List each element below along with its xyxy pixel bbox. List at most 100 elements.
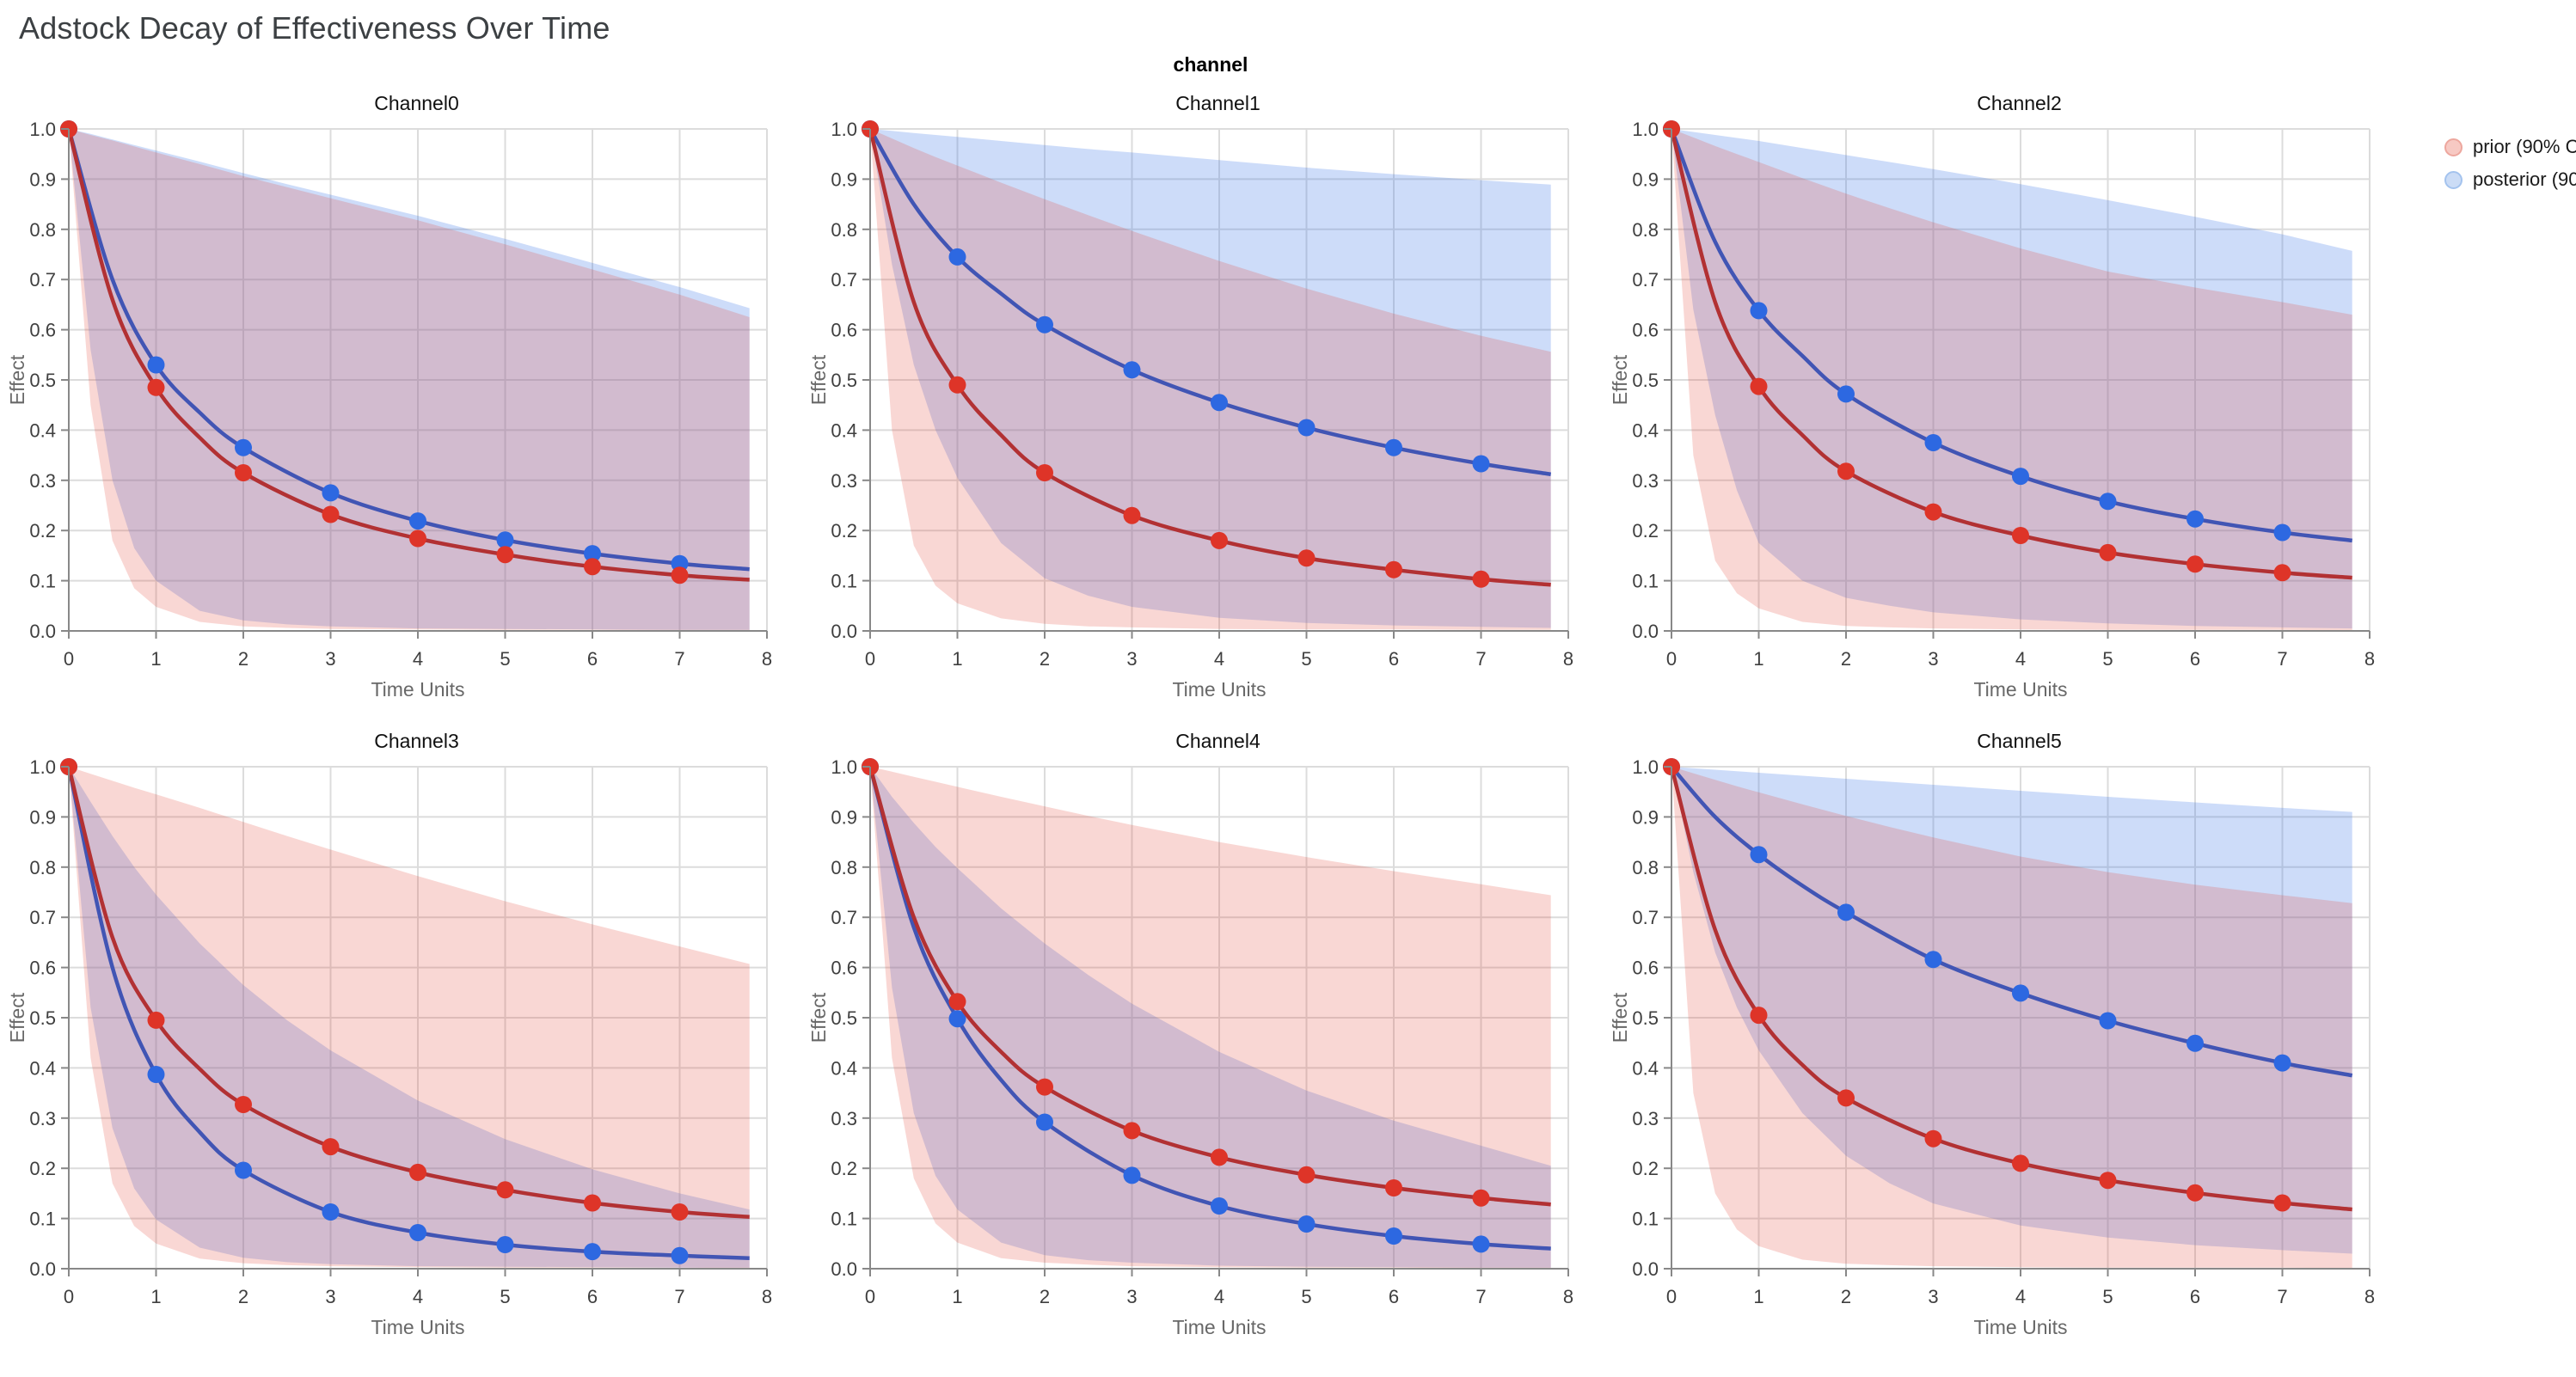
svg-text:Effect: Effect [1609,354,1631,405]
svg-text:4: 4 [1214,1286,1224,1307]
svg-text:0.7: 0.7 [831,269,857,291]
svg-text:0.0: 0.0 [831,621,857,642]
subplot-title: Channel2 [1977,92,2062,114]
svg-text:7: 7 [2277,648,2287,670]
svg-text:0.2: 0.2 [29,520,56,542]
svg-text:5: 5 [2102,648,2113,670]
svg-text:6: 6 [587,648,598,670]
svg-text:5: 5 [1301,648,1311,670]
svg-text:4: 4 [2015,1286,2026,1307]
svg-text:0.1: 0.1 [29,571,56,592]
svg-text:6: 6 [587,1286,598,1307]
svg-text:1: 1 [1753,648,1763,670]
svg-text:0.8: 0.8 [1632,857,1659,878]
svg-text:5: 5 [500,1286,510,1307]
svg-text:6: 6 [2190,648,2200,670]
svg-text:5: 5 [2102,1286,2113,1307]
svg-text:2: 2 [1040,648,1050,670]
legend-label-posterior: posterior (90% CI) [2473,168,2576,190]
svg-text:8: 8 [1563,1286,1573,1307]
svg-text:0.6: 0.6 [831,958,857,979]
legend: prior (90% CI) posterior (90% CI) [2444,136,2576,191]
svg-text:0.5: 0.5 [1632,370,1659,391]
svg-text:0.3: 0.3 [1632,470,1659,492]
svg-text:0.7: 0.7 [29,907,56,928]
svg-text:0.2: 0.2 [1632,520,1659,542]
svg-text:7: 7 [1475,648,1486,670]
svg-text:3: 3 [325,648,335,670]
plot-canvas-channel1: 0 1 2 3 4 5 6 7 8 0.0 0.1 0.2 0.3 0.4 0.5 0.6 0.7 0.8 0.9 1… [807,119,1573,701]
svg-text:0.9: 0.9 [1632,168,1659,190]
svg-text:2: 2 [238,648,248,670]
svg-text:5: 5 [500,648,510,670]
svg-text:0: 0 [1666,648,1677,670]
subplot-channel5: Channel5 0 1 2 3 4 5 6 7 8 0.0 0.1 0.2 0.3 0.4 0.5 0.6 0… [1609,725,2413,1341]
subplot-channel2: Channel2 0 1 2 3 4 5 6 7 8 0.0 0.1 0.2 0.3 0.4 0.5 0.6 0… [1609,88,2413,703]
subplot-title: Channel0 [374,92,459,114]
svg-text:0: 0 [64,1286,74,1307]
svg-text:0.5: 0.5 [1632,1007,1659,1029]
svg-text:0.9: 0.9 [831,168,857,190]
subplot-title: Channel1 [1175,92,1260,114]
svg-text:0: 0 [865,1286,875,1307]
svg-text:0.3: 0.3 [1632,1108,1659,1129]
svg-text:0.0: 0.0 [29,621,56,642]
svg-text:3: 3 [1928,648,1938,670]
svg-text:6: 6 [1389,648,1399,670]
svg-text:0.5: 0.5 [831,1007,857,1029]
svg-text:0.8: 0.8 [831,857,857,878]
subplot-channel1: Channel1 0 1 2 3 4 5 6 7 8 0.0 0.1 0.2 0.3 0.4 0.5 0.6 0… [807,88,1611,703]
svg-text:8: 8 [762,648,772,670]
svg-text:0.5: 0.5 [29,1007,56,1029]
svg-text:4: 4 [413,1286,423,1307]
svg-text:3: 3 [1928,1286,1938,1307]
svg-text:Effect: Effect [6,354,28,405]
page-title: Adstock Decay of Effectiveness Over Time [19,10,610,46]
svg-text:0.3: 0.3 [831,1108,857,1129]
svg-text:0.1: 0.1 [1632,571,1659,592]
svg-text:0.4: 0.4 [831,1057,857,1079]
svg-text:0.9: 0.9 [29,168,56,190]
svg-text:0.2: 0.2 [831,1158,857,1179]
svg-text:1.0: 1.0 [1632,756,1659,778]
subplot-channel3: Channel3 0 1 2 3 4 5 6 7 8 0.0 0.1 0.2 0.3 0.4 0.5 0.6 0… [6,725,810,1341]
svg-text:1.0: 1.0 [1632,119,1659,140]
svg-text:6: 6 [2190,1286,2200,1307]
svg-text:0.6: 0.6 [29,320,56,341]
svg-text:2: 2 [1841,1286,1851,1307]
svg-text:0.0: 0.0 [1632,621,1659,642]
svg-text:8: 8 [2364,648,2375,670]
svg-text:0.9: 0.9 [29,806,56,828]
svg-text:8: 8 [2364,1286,2375,1307]
plot-canvas-channel2: 0 1 2 3 4 5 6 7 8 0.0 0.1 0.2 0.3 0.4 0.5 0.6 0.7 0.8 0.9 1… [1609,119,2375,701]
svg-text:0.0: 0.0 [29,1258,56,1280]
legend-label-prior: prior (90% CI) [2473,136,2576,157]
svg-text:0.9: 0.9 [831,806,857,828]
svg-text:2: 2 [1841,648,1851,670]
svg-text:1: 1 [952,648,962,670]
svg-text:0.0: 0.0 [1632,1258,1659,1280]
svg-text:Time Units: Time Units [371,678,464,701]
svg-text:0.2: 0.2 [1632,1158,1659,1179]
svg-text:0: 0 [865,648,875,670]
svg-text:0.1: 0.1 [831,571,857,592]
svg-text:6: 6 [1389,1286,1399,1307]
plot-canvas-channel3: 0 1 2 3 4 5 6 7 8 0.0 0.1 0.2 0.3 0.4 0.5 0.6 0.7 0.8 0.9 1… [6,756,772,1338]
svg-text:0.3: 0.3 [29,1108,56,1129]
legend-item-posterior: posterior (90% CI) [2444,168,2576,191]
svg-text:7: 7 [1475,1286,1486,1307]
legend-item-prior: prior (90% CI) [2444,136,2576,158]
svg-text:0.2: 0.2 [831,520,857,542]
svg-text:0.7: 0.7 [1632,269,1659,291]
svg-text:7: 7 [674,1286,684,1307]
svg-text:0.8: 0.8 [29,857,56,878]
svg-text:0.1: 0.1 [29,1209,56,1230]
svg-text:0.8: 0.8 [1632,219,1659,241]
svg-text:1: 1 [150,648,161,670]
svg-text:5: 5 [1301,1286,1311,1307]
svg-text:0.1: 0.1 [1632,1209,1659,1230]
svg-text:7: 7 [2277,1286,2287,1307]
plot-canvas-channel5: 0 1 2 3 4 5 6 7 8 0.0 0.1 0.2 0.3 0.4 0.5 0.6 0.7 0.8 0.9 1… [1609,756,2375,1338]
subplot-title: Channel3 [374,730,459,752]
svg-text:2: 2 [238,1286,248,1307]
